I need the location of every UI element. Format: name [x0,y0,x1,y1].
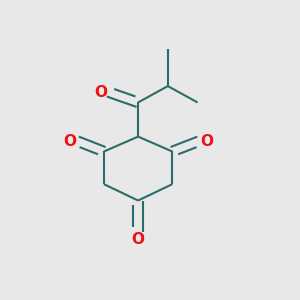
Text: O: O [200,134,213,148]
Text: O: O [63,134,76,148]
Text: O: O [132,232,145,247]
Text: O: O [94,85,107,100]
